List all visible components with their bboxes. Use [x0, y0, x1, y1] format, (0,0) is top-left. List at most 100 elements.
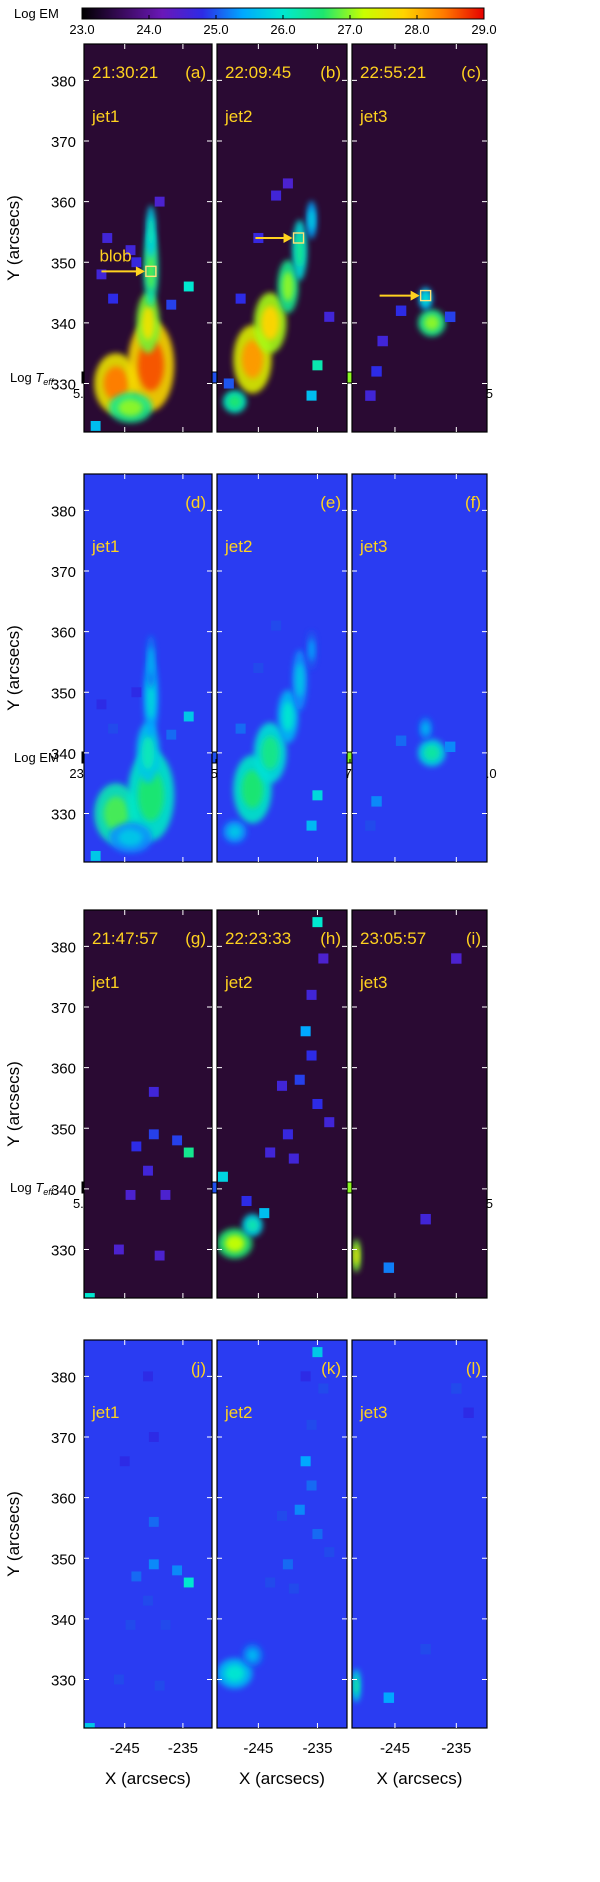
heat-pixel [451, 953, 462, 964]
panel-time: 22:09:45 [225, 63, 291, 82]
heat-pixel [148, 1129, 159, 1140]
heat-blob-core [308, 209, 315, 231]
panel-content [84, 1086, 194, 1298]
panel-letter: (i) [466, 929, 481, 948]
panel-frame [83, 1339, 213, 1729]
blob-marker-b [255, 232, 305, 244]
heat-blob-core [228, 825, 242, 839]
panel-a: 21:30:21 (a) jet1 [83, 43, 213, 433]
x-tick-label: -235 [441, 1740, 471, 1757]
heat-blob-core [118, 829, 143, 847]
y-tick-label: 330 [51, 1673, 76, 1690]
heat-pixel [377, 335, 388, 347]
panel-l: (l) jet3 [351, 1339, 488, 1729]
panel-content [90, 196, 194, 431]
heat-pixel [383, 1692, 395, 1703]
x-tick-label: -245 [380, 1740, 410, 1757]
panel-letter: (j) [191, 1359, 206, 1378]
heat-pixel [172, 1135, 183, 1146]
heat-pixel [312, 360, 323, 371]
heat-blob-core [118, 399, 143, 417]
jet-label: jet1 [91, 1403, 119, 1422]
heat-blob-core [295, 233, 304, 268]
heat-pixel [371, 366, 382, 377]
panel-frame [216, 473, 348, 863]
heat-blob-core [148, 647, 154, 677]
panel-background [84, 910, 212, 1298]
panel-frame [351, 473, 488, 863]
heat-pixel [300, 1371, 311, 1382]
heat-blob-core [137, 339, 164, 391]
panel-time: 22:23:33 [225, 929, 291, 948]
heat-pixel [300, 1026, 311, 1037]
heat-pixel [253, 662, 264, 674]
panel-content [352, 953, 462, 1273]
panel-frame [216, 1339, 348, 1729]
blob-box [145, 265, 157, 278]
heat-blob-core [103, 796, 129, 831]
heat-blob-core [421, 292, 430, 305]
colorbar-label: Log EM [14, 6, 59, 21]
blob-marker-a: blob [99, 246, 157, 278]
colorbar-tick-label: 25.0 [203, 22, 228, 37]
panel-e: (e) jet2 [216, 473, 348, 863]
heat-pixel [148, 1559, 159, 1570]
heat-pixel [125, 245, 136, 256]
panel-content [365, 287, 456, 401]
y-axis-row-1: 380 370 360 350 340 330 Y (arcsecs) [4, 73, 76, 393]
heat-pixel [154, 196, 165, 207]
panel-c: 22:55:21 (c) jet3 [351, 43, 488, 433]
heat-blob-core [282, 701, 294, 732]
heat-blob-core [282, 271, 294, 302]
heat-blob-core [103, 366, 129, 401]
heat-pixel [113, 1674, 124, 1685]
heat-pixel [318, 953, 329, 964]
heat-blob-core [141, 305, 155, 340]
colorbar-tick-label: 27.0 [337, 22, 362, 37]
panel-i: 23:05:57 (i) jet3 [351, 909, 488, 1299]
y-tick-label: 380 [51, 73, 76, 90]
heat-pixel [288, 1153, 299, 1164]
heat-pixel [318, 1383, 329, 1394]
jet-label: jet3 [359, 973, 387, 992]
jet-label: jet2 [224, 107, 252, 126]
heat-blob-core [228, 395, 242, 409]
blob-box [419, 289, 432, 302]
heat-pixel [300, 1456, 311, 1467]
heat-pixel [148, 1086, 159, 1097]
heat-pixel [183, 711, 194, 722]
heat-pixel [148, 1516, 159, 1527]
jet-label: jet2 [224, 1403, 252, 1422]
heat-pixel [143, 1371, 153, 1382]
panel-content [365, 717, 456, 831]
heat-blob-core [261, 305, 280, 340]
heat-pixel [324, 1117, 335, 1128]
jet-label: jet3 [359, 537, 387, 556]
x-tick-label: -245 [243, 1740, 273, 1757]
colorbar-tick-label: 29.0 [471, 22, 496, 37]
heat-blob-core [353, 1676, 359, 1695]
heat-pixel [166, 729, 177, 740]
heat-pixel [154, 1250, 165, 1261]
x-axis-label: X (arcsecs) [377, 1769, 463, 1788]
heat-pixel [365, 390, 376, 401]
heat-pixel [306, 390, 317, 401]
heat-pixel [444, 741, 456, 753]
y-tick-label: 340 [51, 746, 76, 763]
y-tick-label: 360 [51, 1061, 76, 1078]
heat-pixel [143, 1165, 153, 1176]
y-tick-label: 370 [51, 134, 76, 151]
heat-pixel [463, 1407, 474, 1418]
panel-frame [216, 909, 348, 1299]
heat-pixel [276, 1510, 288, 1521]
y-axis-label: Y (arcsecs) [4, 1061, 23, 1147]
y-tick-label: 370 [51, 1000, 76, 1017]
heat-pixel [113, 1244, 124, 1255]
jet-label: jet3 [359, 107, 387, 126]
y-axis-row-3: 380 370 360 350 340 330 Y (arcsecs) [4, 939, 76, 1259]
heat-pixel [306, 989, 317, 1000]
panel-d: (d) jet1 [83, 473, 213, 863]
panel-letter: (l) [466, 1359, 481, 1378]
heat-pixel [451, 1383, 462, 1394]
heat-pixel [383, 1262, 395, 1273]
